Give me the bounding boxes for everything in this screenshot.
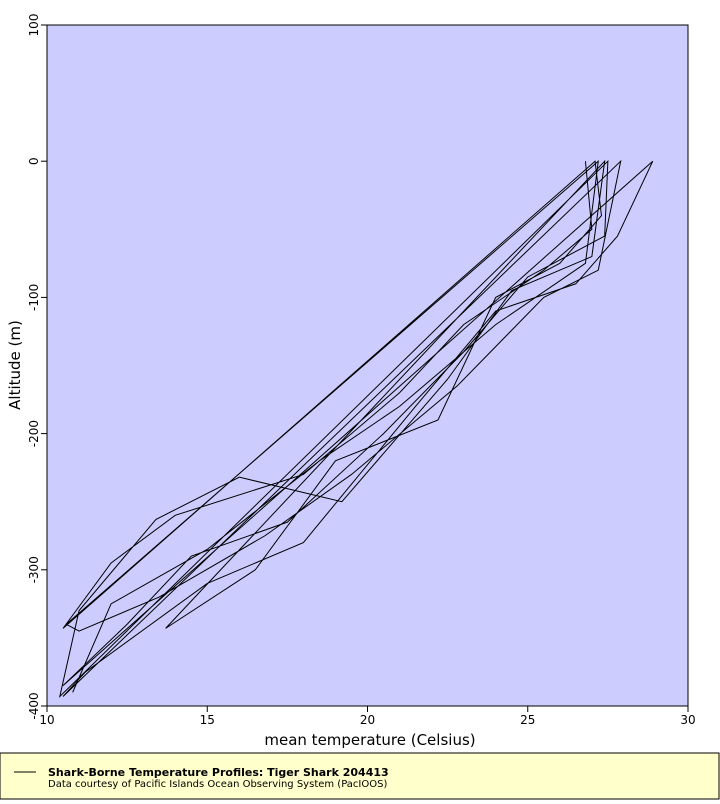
legend xyxy=(0,752,720,800)
x-axis-label: mean temperature (Celsius) xyxy=(264,731,475,749)
y-tick-label: -400 xyxy=(27,692,41,719)
y-axis-label: Altitude (m) xyxy=(6,320,24,410)
y-tick-label: 100 xyxy=(27,14,41,37)
legend-title: Shark-Borne Temperature Profiles: Tiger … xyxy=(48,766,389,779)
x-tick-label: 30 xyxy=(680,713,695,727)
x-tick-label: 25 xyxy=(520,713,535,727)
y-tick-label: -300 xyxy=(27,556,41,583)
y-tick-label: -100 xyxy=(27,284,41,311)
x-tick-label: 10 xyxy=(39,713,54,727)
legend-subtitle: Data courtesy of Pacific Islands Ocean O… xyxy=(48,779,387,790)
y-tick-label: 0 xyxy=(27,157,41,165)
y-tick-label: -200 xyxy=(27,420,41,447)
profile-line xyxy=(58,159,654,699)
plot-area xyxy=(46,24,689,707)
x-tick-label: 20 xyxy=(360,713,375,727)
x-tick-label: 15 xyxy=(200,713,215,727)
